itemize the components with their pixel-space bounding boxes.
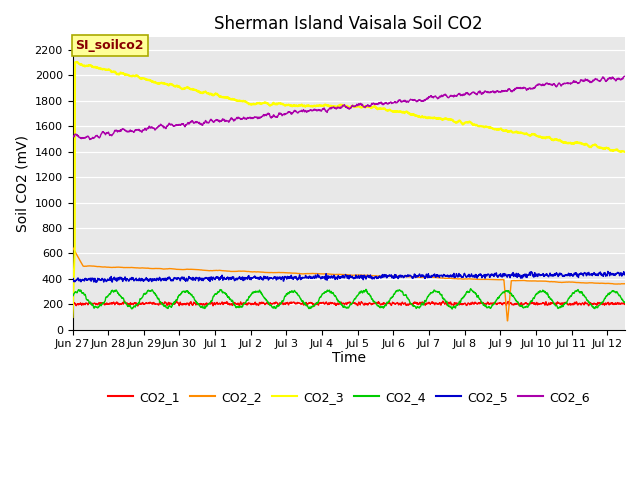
- Text: SI_soilco2: SI_soilco2: [76, 39, 144, 52]
- X-axis label: Time: Time: [332, 351, 366, 365]
- Y-axis label: Soil CO2 (mV): Soil CO2 (mV): [15, 135, 29, 232]
- Legend: CO2_1, CO2_2, CO2_3, CO2_4, CO2_5, CO2_6: CO2_1, CO2_2, CO2_3, CO2_4, CO2_5, CO2_6: [103, 385, 595, 408]
- Title: Sherman Island Vaisala Soil CO2: Sherman Island Vaisala Soil CO2: [214, 15, 483, 33]
